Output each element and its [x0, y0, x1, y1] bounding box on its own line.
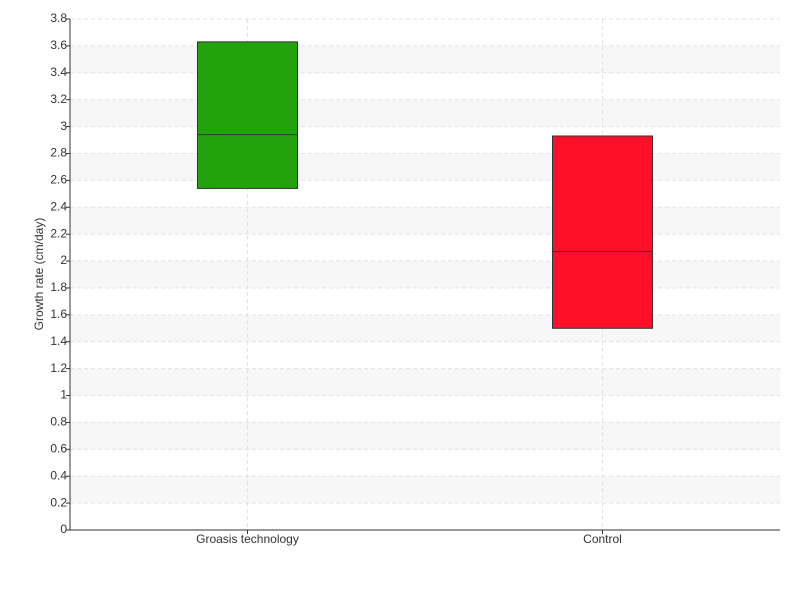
- y-tick-label: 3.8: [50, 11, 67, 25]
- y-tick-label: 0.6: [50, 441, 67, 455]
- grid-band: [70, 368, 780, 396]
- y-tick-label: 2.8: [50, 146, 67, 160]
- y-tick-label: 0.4: [50, 468, 67, 482]
- grid-band: [70, 207, 780, 235]
- x-tick-label: Groasis technology: [196, 532, 299, 546]
- y-tick-label: 2: [60, 253, 67, 267]
- y-tick-label: 1.6: [50, 307, 67, 321]
- y-tick-label: 3.2: [50, 92, 67, 106]
- y-tick-label: 2.2: [50, 226, 67, 240]
- y-tick-label: 1: [60, 388, 67, 402]
- grid-band: [70, 99, 780, 127]
- y-tick-label: 3.4: [50, 65, 67, 79]
- grid-band: [70, 476, 780, 504]
- y-tick-label: 1.4: [50, 334, 67, 348]
- y-tick-label: 2.4: [50, 199, 67, 213]
- y-tick-label: 0.2: [50, 495, 67, 509]
- x-tick-label: Control: [583, 532, 622, 546]
- grid-band: [70, 314, 780, 342]
- y-tick-label: 3.6: [50, 38, 67, 52]
- box: [552, 135, 653, 329]
- y-tick-label: 2.6: [50, 173, 67, 187]
- y-axis-label: Growth rate (cm/day): [32, 218, 46, 331]
- y-tick-label: 0: [60, 522, 67, 536]
- y-tick-label: 1.2: [50, 361, 67, 375]
- y-tick-label: 0.8: [50, 415, 67, 429]
- grid-band: [70, 422, 780, 450]
- grid-band: [70, 45, 780, 73]
- box: [197, 41, 298, 189]
- grid-band: [70, 153, 780, 181]
- y-tick-label: 1.8: [50, 280, 67, 294]
- grid-band: [70, 261, 780, 288]
- y-tick-label: 3: [60, 119, 67, 133]
